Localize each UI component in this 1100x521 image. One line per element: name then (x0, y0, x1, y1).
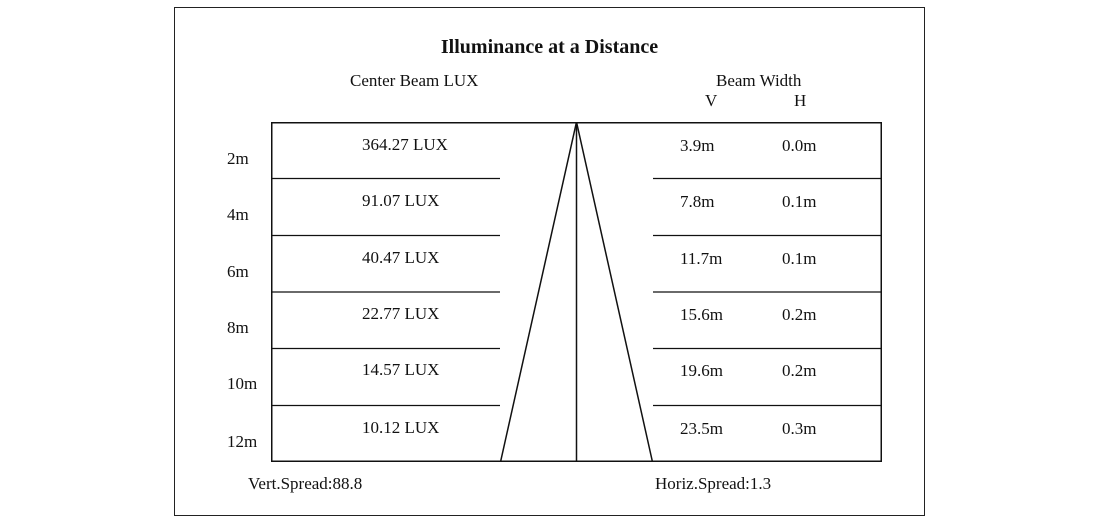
distance-label: 4m (227, 205, 249, 224)
distance-label: 12m (227, 432, 258, 451)
center-beam-lux-value: 91.07 LUX (362, 191, 440, 210)
beam-grid (271, 122, 882, 462)
beam-width-v-value: 15.6m (680, 305, 723, 324)
diagram-frame: Illuminance at a Distance Center Beam LU… (174, 7, 925, 516)
beam-width-v-value: 11.7m (680, 249, 723, 268)
beam-width-h-header: H (794, 91, 807, 110)
beam-left-edge (499, 122, 578, 462)
beam-width-h-value: 0.2m (782, 361, 817, 380)
center-beam-lux-value: 364.27 LUX (362, 135, 448, 154)
vertical-spread-label: Vert.Spread:88.8 (248, 474, 363, 493)
beam-right-edge (575, 122, 654, 462)
beam-width-v-header: V (705, 91, 718, 110)
center-beam-lux-value: 10.12 LUX (362, 418, 440, 437)
beam-width-header: Beam Width (716, 71, 802, 90)
diagram-title: Illuminance at a Distance (440, 36, 659, 58)
distance-label: 2m (227, 149, 249, 168)
distance-label: 10m (227, 374, 258, 393)
horizontal-spread-label: Horiz.Spread:1.3 (655, 474, 772, 493)
center-beam-lux-value: 22.77 LUX (362, 304, 440, 323)
center-beam-lux-value: 40.47 LUX (362, 248, 440, 267)
beam-width-h-value: 0.1m (782, 192, 817, 211)
beam-width-h-value: 0.1m (782, 249, 817, 268)
beam-width-h-value: 0.3m (782, 419, 817, 438)
beam-width-v-value: 23.5m (680, 419, 723, 438)
center-beam-lux-value: 14.57 LUX (362, 360, 440, 379)
beam-width-h-value: 0.2m (782, 305, 817, 324)
beam-width-h-value: 0.0m (782, 136, 817, 155)
beam-width-v-value: 19.6m (680, 361, 723, 380)
distance-label: 6m (227, 262, 249, 281)
center-beam-lux-header: Center Beam LUX (350, 71, 479, 90)
beam-width-v-value: 7.8m (680, 192, 715, 211)
distance-label: 8m (227, 318, 249, 337)
beam-width-v-value: 3.9m (680, 136, 715, 155)
